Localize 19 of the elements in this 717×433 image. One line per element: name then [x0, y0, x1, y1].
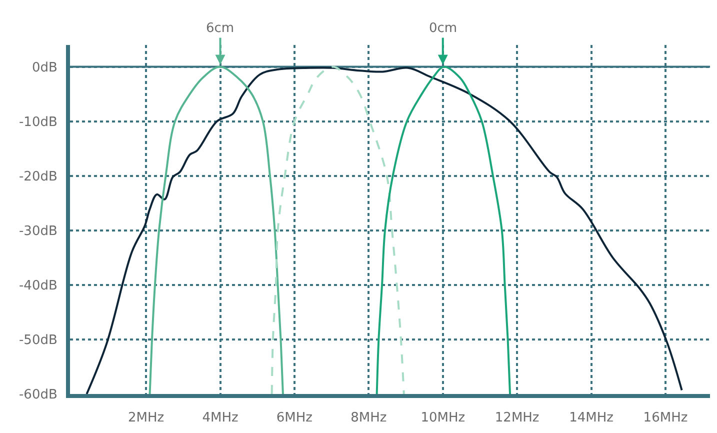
annotation: 0cm — [429, 21, 458, 36]
x-tick-label: 16MHz — [643, 410, 688, 426]
x-tick-label: 2MHz — [128, 410, 164, 426]
line-series — [270, 66, 405, 394]
x-tick-label: 8MHz — [350, 410, 387, 426]
x-tick-label: 10MHz — [420, 410, 466, 426]
x-tick-label: 14MHz — [569, 410, 614, 426]
y-tick-label: -30dB — [18, 224, 58, 239]
y-tick-label: 0dB — [32, 60, 58, 76]
x-tick-label: 6MHz — [276, 410, 313, 426]
line-series — [86, 66, 683, 394]
y-tick-label: -60dB — [18, 388, 58, 403]
x-tick-label: 12MHz — [494, 410, 540, 426]
y-tick-label: -20dB — [18, 169, 58, 184]
y-tick-label: -40dB — [18, 278, 58, 294]
y-tick-label: -10dB — [18, 114, 58, 130]
y-tick-label: -50dB — [18, 333, 58, 348]
annotation: 6cm — [206, 21, 234, 36]
x-tick-label: 4MHz — [202, 410, 238, 426]
